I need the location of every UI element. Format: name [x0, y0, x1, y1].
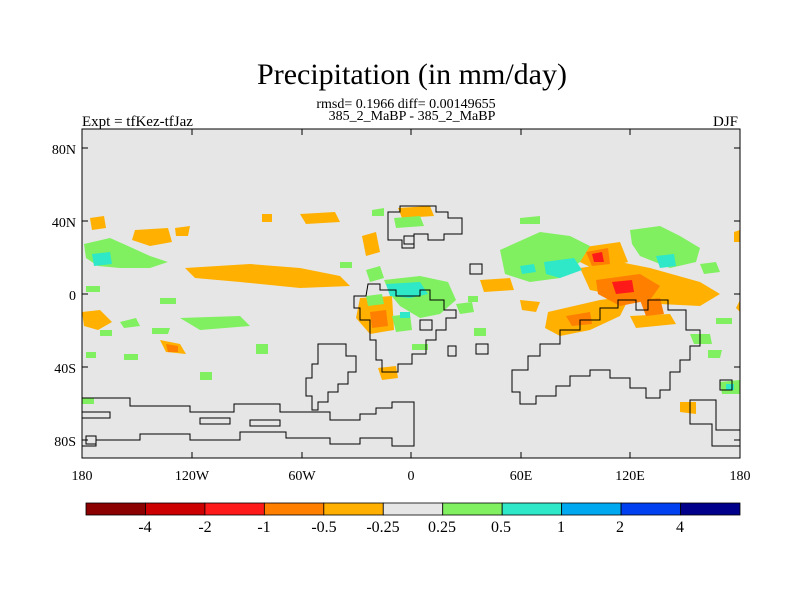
colorbar: -4 -2 -1 -0.5 -0.25 0.25 0.5 1 2 4: [85, 502, 741, 536]
colorbar-label: 0.25: [428, 519, 456, 536]
comparison-label: 385_2_MaBP - 385_2_MaBP: [329, 109, 496, 124]
experiment-label: Expt = tfKez-tfJaz: [82, 114, 193, 130]
colorbar-swatch: [323, 502, 384, 516]
lon-tick-120w: 120W: [175, 469, 210, 484]
lat-tick-40n: 40N: [52, 216, 76, 231]
lat-tick-0: 0: [69, 289, 76, 304]
lat-tick-80s: 80S: [54, 435, 76, 450]
lat-tick-40s: 40S: [54, 362, 76, 377]
map-panel: [81, 128, 741, 459]
lon-tick-180e: 180: [730, 469, 751, 484]
lon-axis: 180 120W 60W 0 60E 120E 180: [72, 129, 751, 484]
lon-tick-180w: 180: [72, 469, 93, 484]
colorbar-label: 2: [616, 519, 624, 536]
colorbar-swatch: [85, 502, 146, 516]
lon-tick-60w: 60W: [288, 469, 316, 484]
lon-tick-60e: 60E: [510, 469, 533, 484]
colorbar-label: -0.25: [366, 519, 399, 536]
lat-axis: 80N 40N 0 40S 80S: [52, 143, 740, 450]
plot-title: Precipitation (in mm/day): [257, 58, 567, 91]
colorbar-swatch: [620, 502, 681, 516]
stats-label: rmsd= 0.1966 diff= 0.00149655: [316, 97, 495, 112]
colorbar-swatches: [85, 502, 741, 516]
colorbar-swatch: [204, 502, 265, 516]
lon-tick-0: 0: [408, 469, 415, 484]
colorbar-label: -1: [257, 519, 270, 536]
season-label: DJF: [713, 114, 738, 130]
colorbar-swatch: [263, 502, 325, 516]
colorbar-swatch: [680, 502, 741, 516]
precip-anomaly-fields: [82, 206, 740, 414]
colorbar-labels: -4 -2 -1 -0.5 -0.25 0.25 0.5 1 2 4: [138, 519, 684, 536]
colorbar-label: -0.5: [311, 519, 336, 536]
lat-tick-80n: 80N: [52, 143, 76, 158]
colorbar-label: -2: [198, 519, 211, 536]
colorbar-swatch: [501, 502, 563, 516]
colorbar-label: 1: [557, 519, 565, 536]
colorbar-label: 4: [676, 519, 684, 536]
colorbar-swatch: [145, 502, 206, 516]
colorbar-swatch: [382, 502, 444, 516]
colorbar-label: 0.5: [491, 519, 511, 536]
colorbar-swatch: [442, 502, 503, 516]
lon-tick-120e: 120E: [615, 469, 645, 484]
colorbar-swatch: [561, 502, 622, 516]
colorbar-label: -4: [138, 519, 151, 536]
